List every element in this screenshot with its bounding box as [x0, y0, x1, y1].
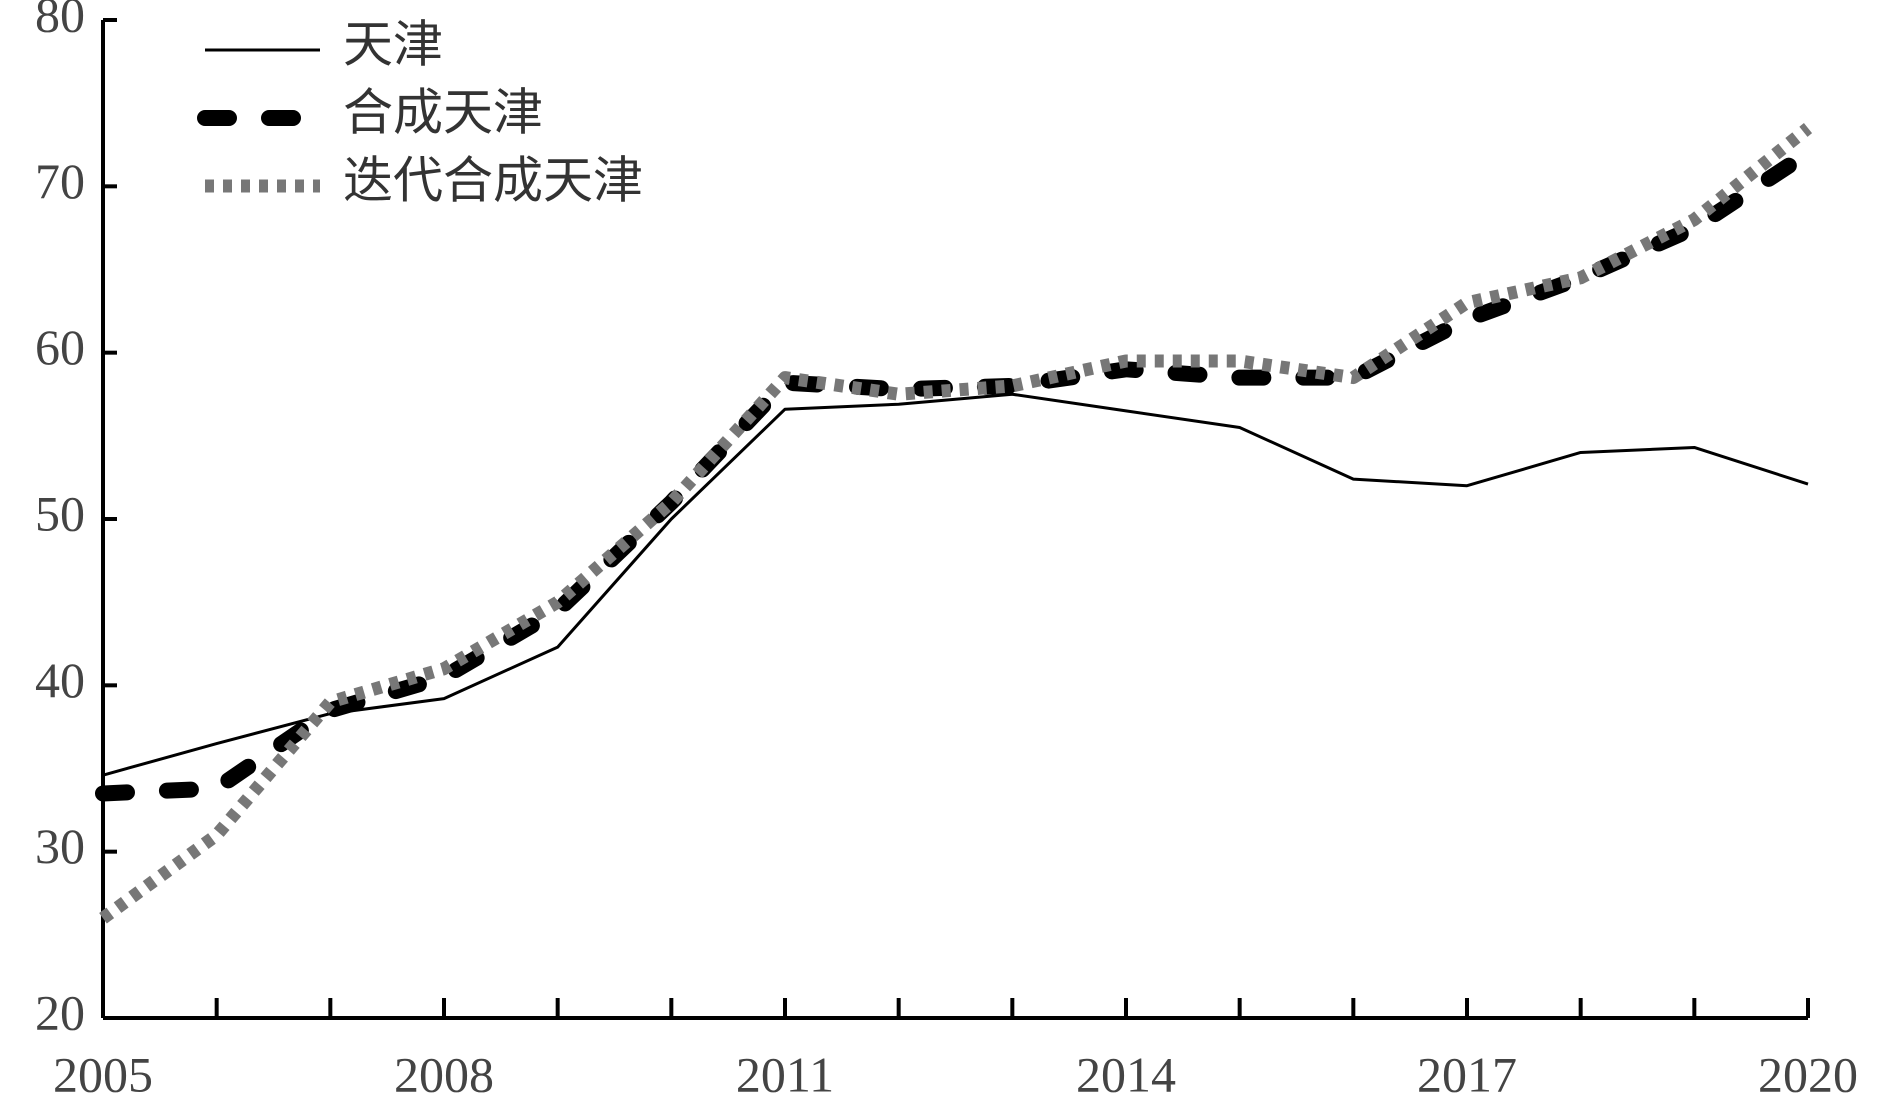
y-tick-label: 80 — [35, 0, 85, 42]
legend-label: 迭代合成天津 — [343, 152, 643, 208]
x-tick-label: 2008 — [394, 1046, 494, 1102]
y-tick-label: 30 — [35, 818, 85, 874]
x-tick-label: 2005 — [53, 1046, 153, 1102]
x-tick-label: 2017 — [1417, 1046, 1517, 1102]
series-line — [102, 392, 1809, 777]
y-tick-label: 40 — [35, 652, 85, 708]
y-tick-label: 20 — [35, 984, 85, 1040]
y-tick-label: 70 — [35, 153, 85, 209]
legend-label: 合成天津 — [343, 84, 543, 140]
series-line — [99, 123, 1813, 924]
x-tick-label: 2014 — [1076, 1046, 1176, 1102]
legend-label: 天津 — [343, 16, 443, 72]
y-tick-label: 60 — [35, 319, 85, 375]
x-tick-label: 2011 — [736, 1046, 834, 1102]
y-tick-label: 50 — [35, 485, 85, 541]
x-tick-label: 2020 — [1758, 1046, 1858, 1102]
